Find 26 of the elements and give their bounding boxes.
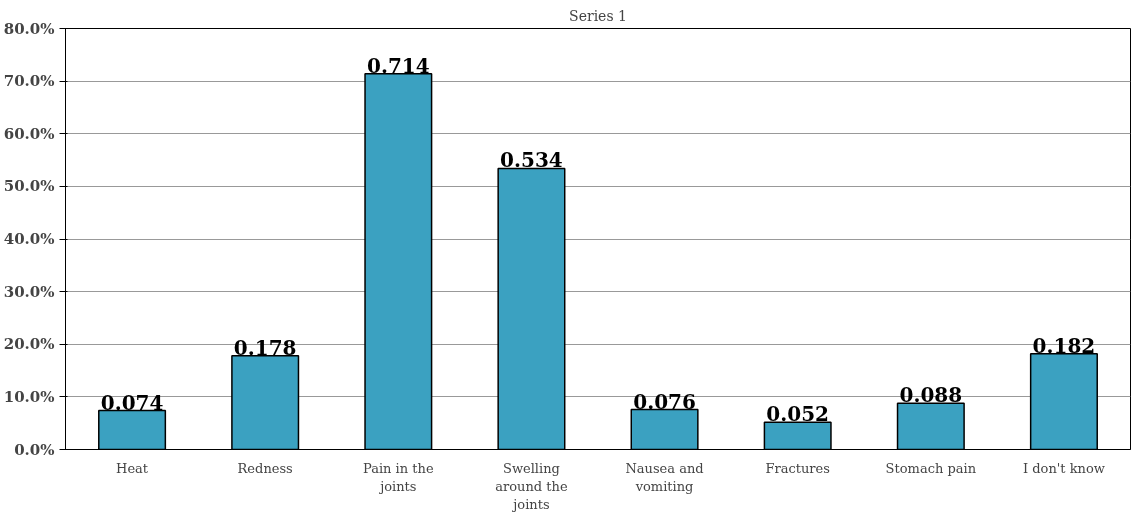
x-tick-label: Fractures [765,460,830,476]
x-tick-label: Nausea and vomiting [625,460,704,494]
data-label: 0.074 [100,390,164,415]
y-tick-label: 20.0% [3,335,55,354]
data-label: 0.714 [367,53,430,78]
y-tick-label: 30.0% [3,282,55,301]
y-tick-label: 40.0% [3,230,55,248]
data-label: 0.088 [899,383,963,408]
y-tick-label: 70.0% [3,72,55,91]
data-label: 0.052 [766,402,830,427]
data-label: 0.182 [1032,333,1096,358]
x-tick-label: Swelling around the joints [495,460,568,512]
y-tick-label: 50.0% [3,177,55,196]
x-tick-label: Heat [116,460,149,476]
data-label: 0.076 [633,389,696,414]
data-label: 0.178 [233,335,297,360]
x-tick-label: I don't know [1022,460,1105,476]
data-label: 0.534 [500,148,563,173]
x-tick-label: Redness [237,460,293,476]
y-tick-label: 80.0% [3,19,55,38]
y-tick-label: 60.0% [3,124,55,143]
x-tick-label: Stomach pain [885,460,977,476]
chart-title: Series 1 [569,7,627,24]
y-tick-label: 10.0% [3,387,55,406]
y-tick-label: 0.0% [14,440,55,459]
x-tick-label: Pain in the joints [363,460,434,494]
